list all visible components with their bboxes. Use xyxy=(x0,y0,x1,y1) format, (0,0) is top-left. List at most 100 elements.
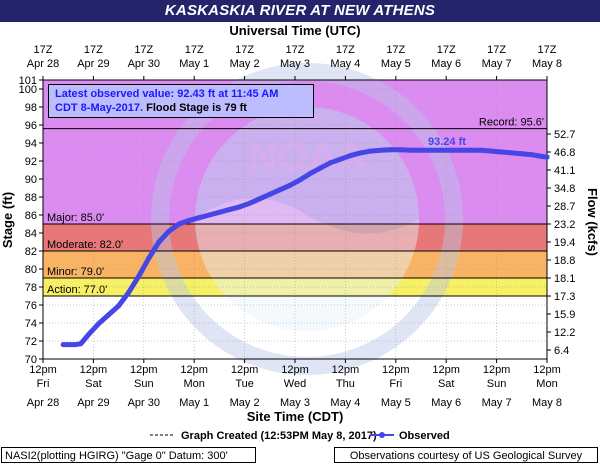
y-tick-label: 94 xyxy=(25,138,37,150)
latest-value-line2: CDT 8-May-2017. Flood Stage is 79 ft xyxy=(55,101,313,115)
threshold-label-action: Action: 77.0' xyxy=(47,284,107,296)
top-tick-date: Apr 30 xyxy=(128,58,160,70)
x-tick-date: May 8 xyxy=(532,397,562,409)
top-tick-date: Apr 29 xyxy=(77,58,109,70)
top-tick-hour: 17Z xyxy=(84,44,103,56)
series-point xyxy=(186,217,192,223)
series-point xyxy=(438,147,444,153)
zone-normal xyxy=(43,296,547,359)
series-point xyxy=(448,147,454,153)
series-point xyxy=(458,147,464,153)
utc-axis: 17Z Apr 28 17Z Apr 29 17Z Apr 30 17Z May 1 17Z Ma… xyxy=(27,44,562,80)
series-point xyxy=(358,150,363,156)
x-tick-time: 12pm xyxy=(432,364,460,376)
x-tick-day: Tue xyxy=(235,378,254,390)
series-point xyxy=(378,147,384,153)
datum-footer: NASI2(plotting HGIRG) "Gage 0" Datum: 30… xyxy=(1,447,256,463)
legend-created-text: Graph Created (12:53PM May 8, 2017) xyxy=(181,430,377,442)
series-point xyxy=(509,150,515,156)
y-tick-label: 101 xyxy=(19,75,37,87)
top-tick-date: May 8 xyxy=(532,58,562,70)
top-tick-hour: 17Z xyxy=(386,44,405,56)
x-tick-date: May 3 xyxy=(280,397,310,409)
flow-tick-label: 19.4 xyxy=(554,237,575,249)
latest-value-date: CDT 8-May-2017. xyxy=(55,102,144,114)
x-tick-date: May 5 xyxy=(381,397,411,409)
x-tick-time: 12pm xyxy=(483,364,511,376)
series-point xyxy=(499,149,505,155)
top-tick-hour: 17Z xyxy=(538,44,557,56)
series-point xyxy=(468,147,474,153)
x-tick-day: Mon xyxy=(536,378,557,390)
flow-tick-label: 28.7 xyxy=(554,201,575,213)
top-tick-hour: 17Z xyxy=(336,44,355,56)
source-footer: Observations courtesy of US Geological S… xyxy=(334,447,598,463)
flow-tick-label: 34.8 xyxy=(554,183,575,195)
x-tick-date: Apr 28 xyxy=(27,397,59,409)
flow-tick-label: 12.2 xyxy=(554,327,575,339)
top-tick-hour: 17Z xyxy=(487,44,506,56)
threshold-label-moderate: Moderate: 82.0' xyxy=(47,239,123,251)
series-point xyxy=(489,148,495,154)
x-tick-time: 12pm xyxy=(231,364,259,376)
series-point xyxy=(126,289,132,295)
flow-axis-title: Flow (kcfs) xyxy=(585,188,600,256)
flow-tick-label: 6.4 xyxy=(554,345,569,357)
chart-title: KASKASKIA RIVER AT NEW ATHENS xyxy=(164,2,436,19)
x-tick-date: May 7 xyxy=(482,397,512,409)
series-point xyxy=(544,154,550,160)
x-tick-date: Apr 29 xyxy=(77,397,109,409)
x-tick-date: May 4 xyxy=(330,397,360,409)
x-tick-day: Sun xyxy=(487,378,507,390)
series-point xyxy=(539,154,545,159)
y-tick-label: 88 xyxy=(25,192,37,204)
flow-tick-label: 17.3 xyxy=(554,291,575,303)
y-tick-label: 92 xyxy=(25,156,37,168)
noaa-emblem-wave xyxy=(195,198,419,331)
zone-major xyxy=(43,224,547,251)
x-tick-time: 12pm xyxy=(80,364,108,376)
series-point xyxy=(176,221,182,227)
top-tick-date: May 5 xyxy=(381,58,411,70)
flow-tick-label: 41.1 xyxy=(554,165,575,177)
y-tick-label: 74 xyxy=(25,318,37,330)
top-tick-hour: 17Z xyxy=(286,44,305,56)
threshold-label-minor: Minor: 79.0' xyxy=(47,266,104,278)
threshold-label-record: Record: 95.6' xyxy=(479,117,544,129)
x-tick-day: Thu xyxy=(336,378,355,390)
series-point xyxy=(408,147,414,153)
top-axis-title: Universal Time (UTC) xyxy=(229,23,360,38)
series-point xyxy=(156,239,162,245)
top-tick-hour: 17Z xyxy=(134,44,153,56)
x-tick-time: 12pm xyxy=(180,364,208,376)
flow-tick-label: 23.2 xyxy=(554,219,575,231)
series-point xyxy=(146,255,152,261)
noaa-emblem-outer xyxy=(151,63,463,375)
x-tick-day: Sun xyxy=(134,378,154,390)
x-tick-day: Fri xyxy=(37,378,50,390)
y-tick-label: 96 xyxy=(25,120,37,132)
x-tick-date: May 6 xyxy=(431,397,461,409)
series-point xyxy=(60,342,66,348)
series-point xyxy=(519,151,525,157)
series-point xyxy=(418,147,424,153)
series-point xyxy=(267,191,273,197)
title-banner: KASKASKIA RIVER AT NEW ATHENS xyxy=(0,0,600,22)
top-tick-hour: 17Z xyxy=(437,44,456,56)
series-point xyxy=(529,152,535,158)
series-point xyxy=(347,153,353,159)
y-tick-label: 80 xyxy=(25,264,37,276)
top-tick-date: Apr 28 xyxy=(27,58,59,70)
top-tick-date: May 4 xyxy=(330,58,360,70)
flow-tick-label: 46.8 xyxy=(554,147,575,159)
top-tick-date: May 7 xyxy=(482,58,512,70)
top-tick-date: May 2 xyxy=(230,58,260,70)
x-tick-time: 12pm xyxy=(281,364,309,376)
y-tick-label: 90 xyxy=(25,174,37,186)
series-point xyxy=(297,177,303,183)
series-point xyxy=(277,187,283,193)
y-tick-label: 82 xyxy=(25,246,37,258)
series-point xyxy=(317,165,323,171)
y-tick-label: 84 xyxy=(25,228,37,240)
